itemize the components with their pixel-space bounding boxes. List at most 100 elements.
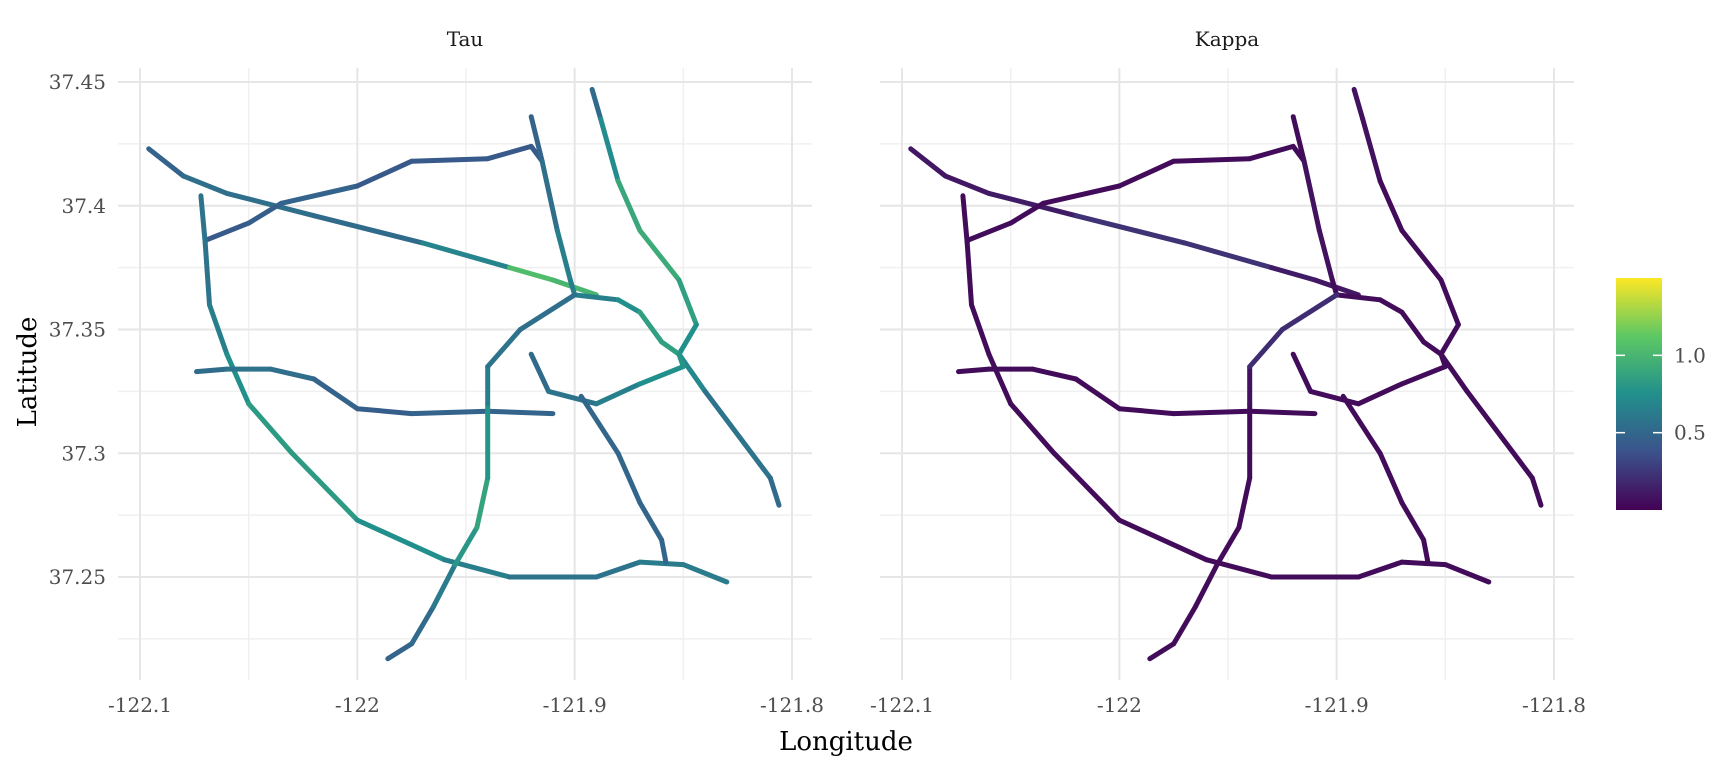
road-segment [637, 559, 686, 568]
road-segment [964, 220, 1014, 243]
road-segment [943, 173, 992, 196]
road-segment [593, 381, 643, 407]
road-segment [1399, 228, 1444, 283]
road-segment [1279, 292, 1340, 332]
road-segment [1355, 381, 1405, 407]
road-segment [1301, 158, 1322, 233]
x-tick-label: -121.8 [760, 693, 824, 717]
road-segment [289, 450, 360, 523]
y-tick-label: 37.45 [49, 70, 106, 94]
panel-strip-label: Kappa [1195, 27, 1259, 51]
road-segment [517, 292, 578, 332]
road-segment [680, 562, 730, 585]
road-network [908, 86, 1544, 662]
road-segment [637, 309, 665, 345]
road-segment [194, 366, 230, 375]
x-tick-label: -122 [1097, 693, 1142, 717]
road-segment [452, 525, 480, 568]
road-segment [598, 116, 621, 184]
road-segment [1329, 277, 1340, 298]
road-segment [546, 388, 599, 407]
road-segment [278, 183, 360, 206]
road-segment [1464, 388, 1535, 481]
road-segment [1399, 364, 1448, 387]
road-segment [1073, 376, 1122, 412]
road-segment [1247, 327, 1285, 370]
road-segment [354, 158, 415, 189]
panel-strip-label: Tau [447, 27, 484, 51]
road-segment [1247, 408, 1318, 417]
road-segment [1399, 309, 1427, 345]
road-segment [1421, 339, 1444, 357]
road-segment [1182, 240, 1274, 271]
road-segment [593, 559, 643, 580]
road-segment [354, 517, 447, 563]
x-tick-label: -122 [335, 693, 380, 717]
road-segment [767, 475, 782, 508]
road-segment [430, 562, 458, 610]
y-tick-label: 37.25 [49, 565, 106, 589]
road-segment [146, 146, 186, 179]
road-segment [1438, 351, 1448, 370]
road-segment [539, 158, 560, 233]
road-segment [485, 327, 523, 370]
x-tick-label: -121.9 [1305, 693, 1369, 717]
road-segment [637, 500, 665, 543]
road-segment [1116, 406, 1177, 417]
road-segment [969, 302, 992, 357]
road-segment [1360, 116, 1383, 184]
road-segment [615, 297, 643, 315]
road-segment [267, 366, 317, 382]
road-segment [1192, 562, 1220, 610]
road-segment [207, 302, 230, 357]
road-segment [198, 193, 208, 246]
road-segment [507, 265, 556, 283]
y-axis-title: Latitude [13, 317, 43, 428]
road-segment [202, 220, 252, 243]
road-segment [202, 240, 212, 308]
road-segment [311, 213, 425, 246]
road-segment [1377, 297, 1405, 315]
road-segment [578, 393, 621, 456]
road-segment [637, 364, 686, 387]
road-segment [409, 156, 491, 164]
road-segment [1051, 450, 1122, 523]
y-tick-label: 37.4 [61, 194, 106, 218]
road-segment [485, 143, 534, 162]
y-tick-label: 37.3 [61, 441, 106, 465]
road-segment [964, 240, 974, 308]
road-segment [1029, 366, 1079, 382]
road-segment [409, 408, 491, 417]
road-segment [311, 376, 360, 412]
road-segment [1377, 178, 1405, 233]
road-segment [1214, 525, 1242, 568]
road-segment [567, 277, 578, 298]
y-tick-label: 37.35 [49, 318, 106, 342]
road-segment [1290, 351, 1314, 394]
road-segment [1340, 393, 1383, 456]
road-segment [1399, 559, 1448, 568]
road-segment [1529, 475, 1544, 508]
road-segment [1421, 537, 1431, 565]
colorbar-gradient [1616, 278, 1662, 510]
road-segment [1334, 292, 1383, 303]
road-segment [1008, 200, 1046, 226]
panels: Tau -122.1 -122 -121.9 -121.8 37.25 37.3 37.35 3… [49, 27, 1586, 717]
road-segment [1040, 183, 1122, 206]
road-segment [354, 406, 415, 417]
panel-tau: Tau -122.1 -122 -121.9 -121.8 37.25 37.3 37.35 3… [49, 27, 824, 717]
road-segment [1116, 517, 1209, 563]
road-segment [1008, 401, 1057, 456]
road-segment [1399, 500, 1427, 543]
x-tick-label: -122.1 [108, 693, 172, 717]
road-segment [1116, 158, 1177, 189]
road-segment [1438, 277, 1461, 328]
road-segment [1171, 604, 1198, 647]
road-segment [615, 178, 643, 233]
x-tick-label: -121.8 [1522, 693, 1586, 717]
road-segment [572, 292, 621, 303]
panel-kappa: Kappa -122.1 -122 -121.9 -121.8 [870, 27, 1586, 717]
road-segment [702, 388, 773, 481]
road-segment [659, 339, 682, 357]
road-segment [1355, 559, 1405, 580]
